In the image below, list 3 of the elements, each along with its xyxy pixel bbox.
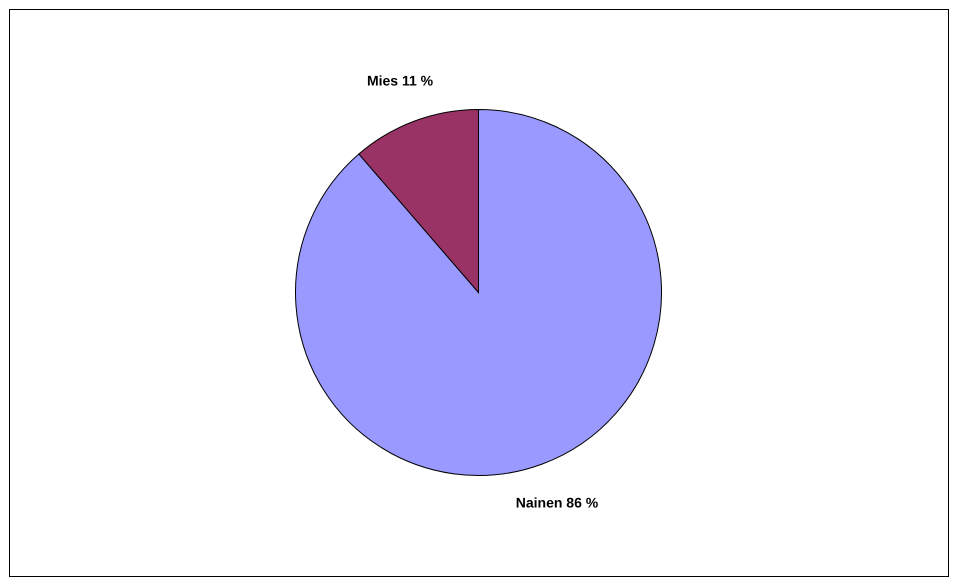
pie-slice <box>295 109 662 476</box>
slice-label: Mies 11 % <box>366 72 434 89</box>
slice-label: Nainen 86 % <box>516 494 599 510</box>
